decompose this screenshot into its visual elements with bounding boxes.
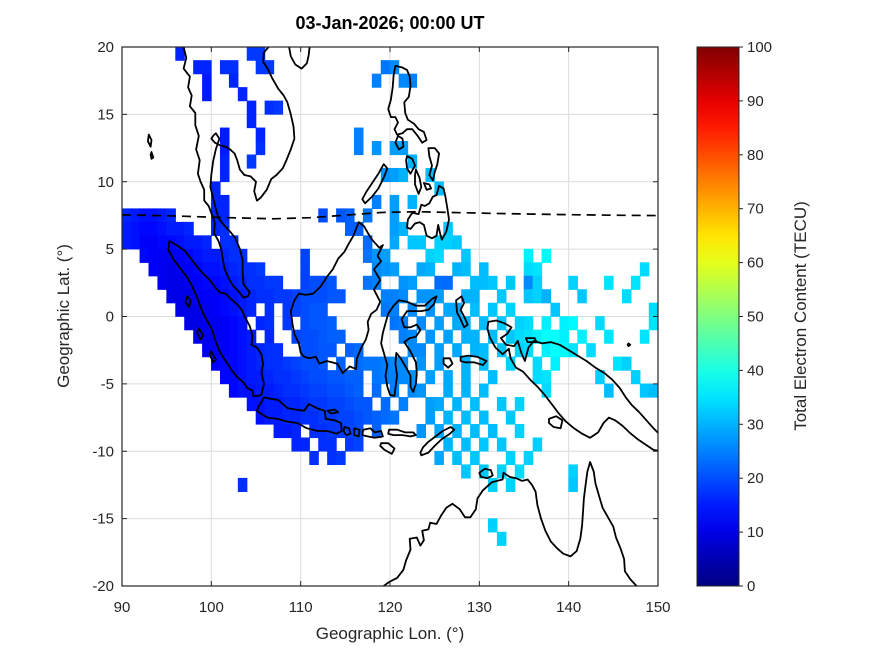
svg-text:110: 110: [289, 599, 313, 616]
svg-text:-20: -20: [92, 578, 114, 595]
svg-text:10: 10: [747, 524, 764, 541]
coastline-mindoro: [394, 135, 405, 151]
coastline-java: [255, 396, 343, 435]
coastline-melville: [478, 467, 494, 480]
svg-text:140: 140: [556, 599, 581, 616]
coastline-flores: [387, 428, 417, 438]
svg-text:90: 90: [747, 93, 764, 110]
coastline-sumatra: [167, 240, 265, 397]
coastline-timor: [419, 426, 456, 457]
coastline-yapen: [524, 337, 538, 343]
colorbar-tick-labels: 0 10 20 30 40 50 60 70 80 90 100: [747, 39, 772, 595]
coastline-andaman_north: [147, 133, 153, 148]
coastline-siberut: [196, 327, 205, 341]
coastline-andaman_south: [149, 151, 155, 160]
svg-text:120: 120: [377, 599, 402, 616]
coastline-palawan: [361, 163, 389, 205]
coastline-niugini_islet: [626, 342, 632, 347]
svg-text:50: 50: [747, 309, 764, 326]
coastline-bali: [342, 426, 352, 436]
coastline-bohol: [423, 182, 432, 191]
coastline-indochina: [182, 47, 296, 299]
coastline-madura: [326, 408, 340, 415]
svg-text:130: 130: [467, 599, 492, 616]
svg-text:80: 80: [747, 147, 764, 164]
coastline-sulawesi: [380, 295, 438, 397]
svg-text:15: 15: [97, 106, 114, 123]
coastline-samar_leyte: [427, 147, 440, 182]
x-tick-labels: 90 100 110 120 130 140 150: [114, 599, 671, 616]
coastline-sumba: [379, 442, 396, 455]
chart-title: 03-Jan-2026; 00:00 UT: [295, 13, 485, 33]
x-axis-label: Geographic Lon. (°): [315, 624, 465, 643]
svg-text:150: 150: [645, 599, 670, 616]
svg-text:20: 20: [747, 470, 764, 487]
colorbar-gradient: [697, 47, 739, 586]
coastline-mindanao: [406, 184, 450, 241]
axis-ticks: [121, 46, 659, 587]
coastline-negros: [414, 168, 423, 195]
colorbar-ticks: [739, 46, 743, 587]
coastline-borneo: [289, 221, 384, 374]
svg-text:30: 30: [747, 416, 764, 433]
coastline-luzon: [387, 65, 428, 144]
coastline-sumbawa: [361, 427, 384, 439]
coastlines: [147, 47, 658, 586]
coastline-nias: [184, 295, 192, 308]
svg-text:10: 10: [97, 174, 114, 191]
svg-text:-15: -15: [92, 511, 114, 528]
svg-text:-5: -5: [101, 376, 114, 393]
svg-text:-10: -10: [92, 443, 114, 460]
svg-text:0: 0: [106, 309, 114, 326]
coastline-hainan: [288, 47, 311, 70]
svg-text:70: 70: [747, 201, 764, 218]
coastline-panay: [405, 155, 416, 175]
coastline-australia: [382, 461, 638, 586]
coastline-new_guinea: [486, 319, 658, 452]
svg-text:100: 100: [199, 599, 224, 616]
svg-text:60: 60: [747, 255, 764, 272]
svg-text:40: 40: [747, 362, 764, 379]
y-axis-label: Geographic Lat. (°): [54, 244, 73, 388]
magnetic-equator-line: [122, 210, 658, 220]
coastline-lombok: [353, 427, 361, 438]
svg-text:5: 5: [106, 241, 114, 258]
svg-text:20: 20: [97, 39, 114, 56]
coastline-pagai: [208, 350, 217, 364]
coastline-seram: [459, 354, 488, 366]
svg-text:90: 90: [114, 599, 131, 616]
svg-text:100: 100: [747, 39, 772, 56]
svg-text:0: 0: [747, 578, 755, 595]
y-tick-labels: -20 -15 -10 -5 0 5 10 15 20: [92, 39, 114, 595]
coastline-halmahera: [455, 295, 469, 329]
colorbar-label: Total Electron Content (TECU): [791, 201, 810, 431]
coastline-dolak: [548, 415, 564, 430]
coastline-buru: [442, 357, 454, 369]
